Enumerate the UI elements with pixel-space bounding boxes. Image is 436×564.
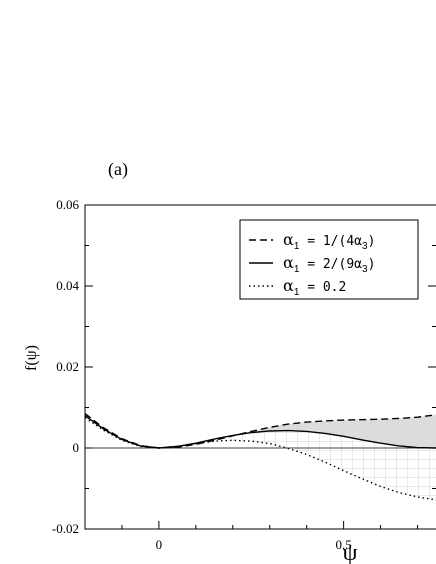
series-layer <box>85 413 436 501</box>
y-tick-label: 0.02 <box>56 359 79 374</box>
shading-layer <box>158 414 436 500</box>
plot-area <box>85 413 436 501</box>
x-axis-label: ψ <box>342 540 357 564</box>
x-tick-label: 0.5 <box>336 537 352 552</box>
y-axis-label: f(ψ) <box>23 345 40 371</box>
legend-label-solid: α1 = 2/(9α3) <box>283 253 375 275</box>
legend-box <box>239 219 419 300</box>
legend-label-dotted: α1 = 0.2 <box>283 276 346 298</box>
y-tick-label: 0.06 <box>56 197 79 212</box>
panel-label: (a) <box>108 159 128 180</box>
legend: α1 = 1/(4α3)α1 = 2/(9α3)α1 = 0.2 <box>239 219 419 300</box>
y-tick-label: -0.02 <box>52 521 79 536</box>
legend-label-dashed: α1 = 1/(4α3) <box>283 230 375 252</box>
shaded-region <box>158 414 436 448</box>
series-line-solid <box>85 415 436 449</box>
y-tick-label: 0 <box>73 440 80 455</box>
x-tick-label: 0 <box>156 537 163 552</box>
y-tick-label: 0.04 <box>56 278 79 293</box>
ticks-layer: 0 0.5 -0.02 0 0.02 0.04 0.06 <box>52 197 436 552</box>
